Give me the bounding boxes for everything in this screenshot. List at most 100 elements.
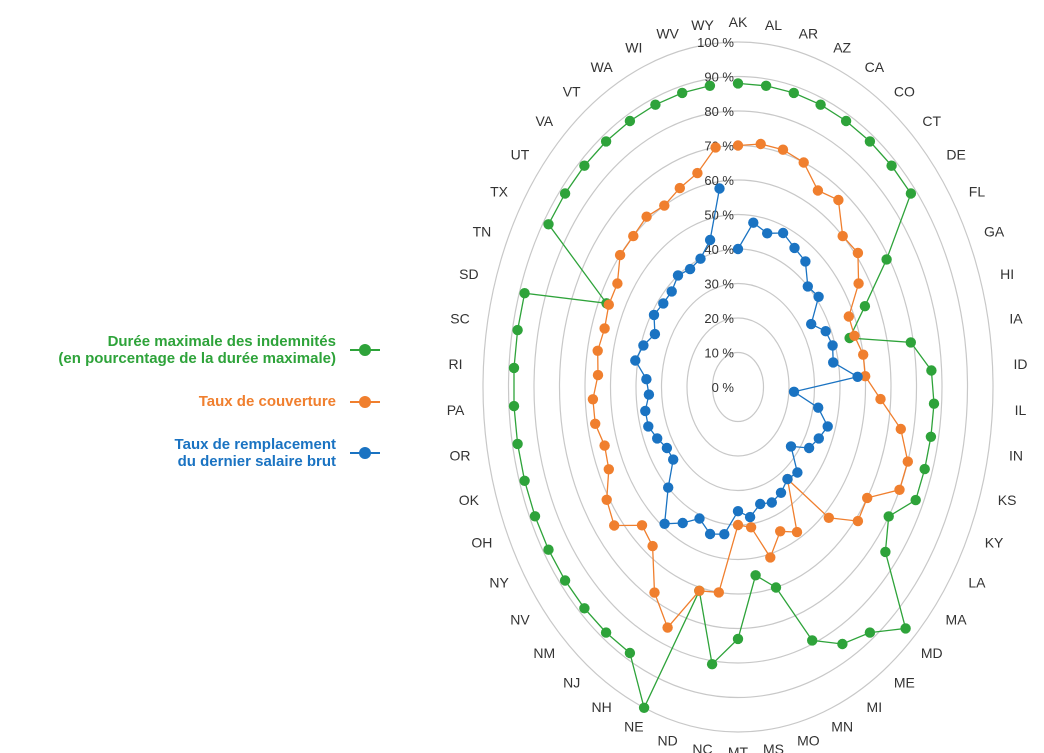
data-point: [788, 386, 800, 397]
data-point: [862, 492, 873, 504]
data-point: [643, 389, 655, 400]
data-point: [833, 194, 844, 206]
data-point: [648, 309, 660, 321]
data-point: [792, 467, 803, 478]
radial-tick-labels: 0 %10 %20 %30 %40 %50 %60 %70 %80 %90 %1…: [697, 35, 734, 395]
data-point: [649, 587, 660, 598]
data-point: [658, 298, 669, 309]
category-label: MO: [797, 733, 820, 749]
data-point: [886, 160, 897, 171]
data-point: [762, 228, 773, 239]
data-point: [684, 263, 696, 275]
data-point: [815, 99, 826, 110]
data-point: [755, 138, 766, 150]
grid-ring: [482, 41, 994, 733]
category-label: AK: [729, 14, 748, 30]
data-point: [732, 633, 744, 645]
series-2: [630, 183, 863, 540]
radial-tick-label: 40 %: [704, 242, 734, 257]
data-point: [600, 136, 612, 147]
category-label: MD: [921, 645, 943, 661]
data-point: [732, 140, 744, 151]
data-point: [704, 234, 716, 246]
data-point: [677, 87, 688, 99]
category-label: NC: [692, 741, 712, 753]
series-1: [587, 138, 913, 633]
data-point: [677, 517, 688, 529]
radial-tick-label: 30 %: [704, 277, 734, 292]
data-point: [641, 211, 652, 222]
data-point: [905, 188, 917, 199]
data-point: [719, 529, 730, 540]
data-point: [910, 494, 921, 506]
data-point: [600, 627, 612, 638]
data-point: [587, 394, 599, 405]
data-point: [732, 519, 744, 531]
data-point: [765, 552, 776, 563]
data-point: [750, 570, 761, 581]
data-point: [508, 400, 520, 412]
category-label: UT: [511, 146, 530, 162]
data-point: [674, 182, 685, 194]
data-point: [813, 291, 824, 302]
category-label: MA: [946, 612, 968, 628]
series-line: [513, 82, 935, 710]
data-point: [807, 635, 818, 646]
data-point: [905, 337, 916, 348]
grid-ring: [686, 317, 790, 457]
data-point: [590, 418, 601, 429]
data-point: [630, 355, 641, 366]
category-label: KS: [998, 492, 1017, 508]
category-label: WY: [691, 17, 714, 33]
data-point: [659, 200, 670, 211]
category-labels: AK AL AR AZ CA CO CT DE FL GA HI IA ID IL IN KS KY LA MA MD…: [447, 14, 1028, 753]
data-point: [864, 627, 876, 638]
data-point: [601, 494, 612, 505]
data-point: [875, 393, 886, 405]
data-point: [827, 340, 838, 351]
data-point: [820, 326, 831, 337]
data-point: [858, 349, 869, 360]
category-label: AZ: [833, 40, 851, 56]
data-point: [624, 115, 636, 127]
data-point: [853, 278, 864, 289]
data-point: [612, 278, 623, 289]
category-label: ME: [894, 674, 915, 690]
series-line: [592, 143, 909, 629]
data-point: [822, 421, 833, 432]
category-label: AL: [765, 17, 782, 33]
data-point: [543, 544, 554, 555]
data-point: [744, 511, 756, 523]
data-point: [775, 487, 787, 498]
data-point: [579, 603, 590, 614]
data-point: [603, 299, 614, 310]
data-point: [694, 513, 705, 524]
data-point: [559, 188, 571, 199]
data-point: [813, 402, 824, 413]
data-point: [766, 497, 777, 508]
data-point: [849, 330, 860, 341]
data-point: [800, 256, 811, 267]
category-label: NH: [592, 699, 612, 715]
category-label: SD: [459, 266, 478, 282]
category-label: DE: [946, 146, 965, 162]
data-point: [512, 438, 523, 450]
data-point: [823, 512, 834, 523]
data-point: [732, 506, 744, 517]
category-label: OR: [450, 447, 471, 463]
grid-ring: [507, 75, 969, 699]
legend: Durée maximale des indemnités (en pource…: [0, 333, 380, 496]
legend-marker-couverture: [350, 395, 380, 409]
data-point: [663, 482, 674, 493]
category-label: MN: [831, 718, 853, 734]
data-point: [592, 345, 603, 356]
data-point: [828, 357, 839, 368]
data-point: [624, 647, 636, 659]
category-label: CO: [894, 84, 915, 100]
data-point: [860, 371, 871, 382]
data-point: [628, 230, 639, 242]
data-point: [745, 522, 757, 533]
data-point: [638, 702, 650, 713]
grid-ring: [558, 144, 918, 630]
